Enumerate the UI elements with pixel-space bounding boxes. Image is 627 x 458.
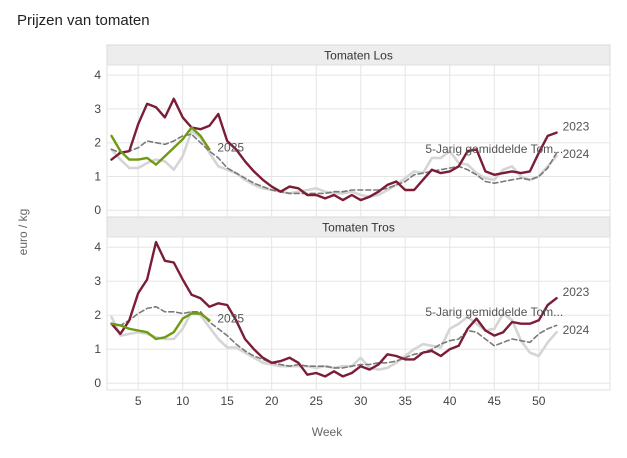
series-line-2025	[110, 312, 211, 341]
series-line-2025	[110, 126, 211, 166]
x-tick-label: 50	[532, 394, 546, 408]
x-tick-label: 35	[399, 394, 413, 408]
facet-strip-label: Tomaten Tros	[322, 221, 395, 235]
series-label-2025: 2025	[217, 311, 244, 325]
series-label-2024: 2024	[563, 323, 590, 337]
panel-0: Tomaten Los 0 1 2 3 4 2023 2024 2025 5-Jarig gemi…	[94, 44, 611, 218]
y-tick-label: 2	[94, 308, 101, 322]
facet-strip-label: Tomaten Los	[324, 49, 393, 63]
series-label-avg: 5-Jarig gemiddelde Tom...	[425, 142, 563, 156]
series-line-2023	[110, 97, 558, 202]
series-label-2025: 2025	[217, 140, 244, 154]
y-tick-label: 3	[94, 274, 101, 288]
series-label-2024: 2024	[563, 147, 590, 161]
x-tick-label: 10	[176, 394, 190, 408]
y-tick-label: 1	[94, 342, 101, 356]
y-tick-label: 0	[94, 203, 101, 217]
y-tick-label: 2	[94, 136, 101, 150]
x-tick-label: 25	[310, 394, 324, 408]
panel-1: Tomaten Tros 0 1 2 3 4 2023 2024 2025 5-Jarig gem…	[94, 216, 611, 391]
x-tick-label: 45	[488, 394, 502, 408]
series-line-avg	[110, 305, 558, 369]
panel-frame	[106, 236, 611, 391]
x-tick-label: 5	[135, 394, 142, 408]
y-tick-label: 1	[94, 169, 101, 183]
y-tick-label: 3	[94, 102, 101, 116]
x-axis-title: Week	[312, 425, 343, 439]
series-label-2023: 2023	[563, 120, 590, 134]
series-line-2023	[110, 240, 558, 378]
series-line-2024	[110, 310, 558, 371]
x-tick-label: 40	[443, 394, 457, 408]
series-label-2023: 2023	[563, 285, 590, 299]
x-tick-label: 30	[354, 394, 368, 408]
series-label-avg: 5-Jarig gemiddelde Tom...	[425, 305, 563, 319]
series-line-2024	[110, 129, 558, 198]
x-tick-label: 15	[221, 394, 235, 408]
y-axis-title: euro / kg	[16, 209, 30, 256]
y-tick-label: 4	[94, 68, 101, 82]
y-tick-label: 4	[94, 240, 101, 254]
y-tick-label: 0	[94, 376, 101, 390]
x-tick-label: 20	[265, 394, 279, 408]
chart-title: Prijzen van tomaten	[17, 12, 150, 29]
